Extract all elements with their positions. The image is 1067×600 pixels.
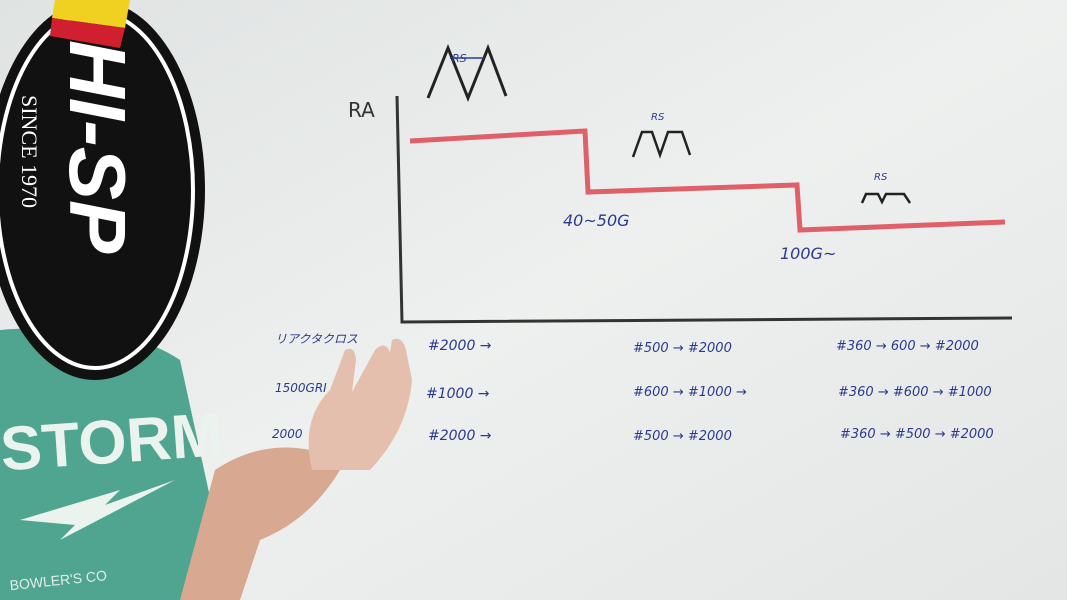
shirt-brand: STORM bbox=[0, 400, 225, 484]
y-axis-label: RA bbox=[348, 98, 375, 122]
presenter: STORM BOWLER'S CO bbox=[0, 328, 412, 600]
smooth-surface-profile bbox=[860, 192, 912, 205]
arm bbox=[180, 447, 340, 600]
lightning-bolt-icon bbox=[20, 480, 175, 540]
row-label: 1500GRI bbox=[275, 381, 327, 395]
cell: #1000 → bbox=[426, 386, 490, 402]
logo-brand: HI-SP bbox=[53, 40, 142, 254]
medium-surface-profile bbox=[631, 130, 692, 159]
ra-step-line bbox=[409, 128, 1006, 233]
rs-label-3: RS bbox=[874, 172, 888, 183]
teal-shirt bbox=[0, 328, 215, 600]
hand bbox=[308, 338, 412, 470]
row-label: 2000 bbox=[272, 427, 303, 441]
rs-label-2: RS bbox=[651, 112, 665, 123]
cell: #360 → #600 → #1000 bbox=[838, 385, 992, 400]
cell: #500 → #2000 bbox=[633, 341, 732, 356]
chart-axes bbox=[395, 95, 1013, 324]
logo-tagline: SINCE 1970 bbox=[17, 95, 42, 208]
cell: #600 → #1000 → bbox=[633, 385, 747, 400]
step-label-1: 40~50G bbox=[563, 211, 630, 230]
cell: #500 → #2000 bbox=[633, 429, 732, 444]
row-label: リアクタクロス bbox=[275, 332, 358, 346]
cell: #360 → #500 → #2000 bbox=[840, 427, 994, 442]
grit-table: リアクタクロス #2000 → #500 → #2000 #360 → 600 … bbox=[272, 332, 994, 444]
cell: #360 → 600 → #2000 bbox=[836, 339, 979, 354]
rs-label-1: RS bbox=[452, 52, 467, 65]
cell: #2000 → bbox=[428, 428, 492, 444]
cell: #2000 → bbox=[428, 338, 492, 354]
rough-surface-profile bbox=[426, 43, 508, 103]
hi-sp-logo: HI-SP SINCE 1970 bbox=[0, 0, 205, 380]
step-label-2: 100G~ bbox=[780, 244, 836, 263]
